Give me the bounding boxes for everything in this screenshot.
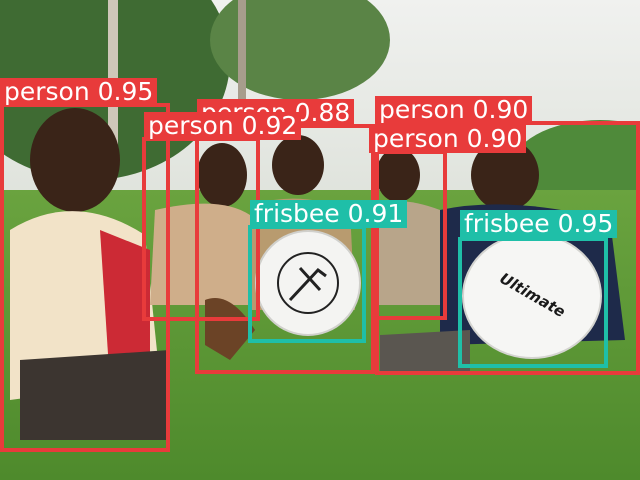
detection-label: person 0.90 [375, 96, 533, 124]
detection-box-person [375, 150, 447, 320]
tree-trunk [108, 0, 118, 150]
detection-label: frisbee 0.91 [250, 200, 408, 228]
tree-mid [210, 0, 390, 100]
tree-trunk-2 [238, 0, 246, 120]
detection-box-frisbee [248, 225, 366, 343]
detection-label: person 0.92 [144, 112, 302, 140]
frisbee-small [255, 230, 361, 336]
detection-label: frisbee 0.95 [460, 210, 618, 238]
detection-label: person 0.95 [0, 78, 158, 106]
child-second [150, 143, 250, 305]
detection-label: person 0.90 [369, 125, 527, 153]
detection-box-person [142, 137, 260, 321]
detection-box-frisbee [458, 237, 608, 368]
frisbee-ultimate: Ultimate [462, 233, 602, 359]
child-left [10, 108, 170, 440]
